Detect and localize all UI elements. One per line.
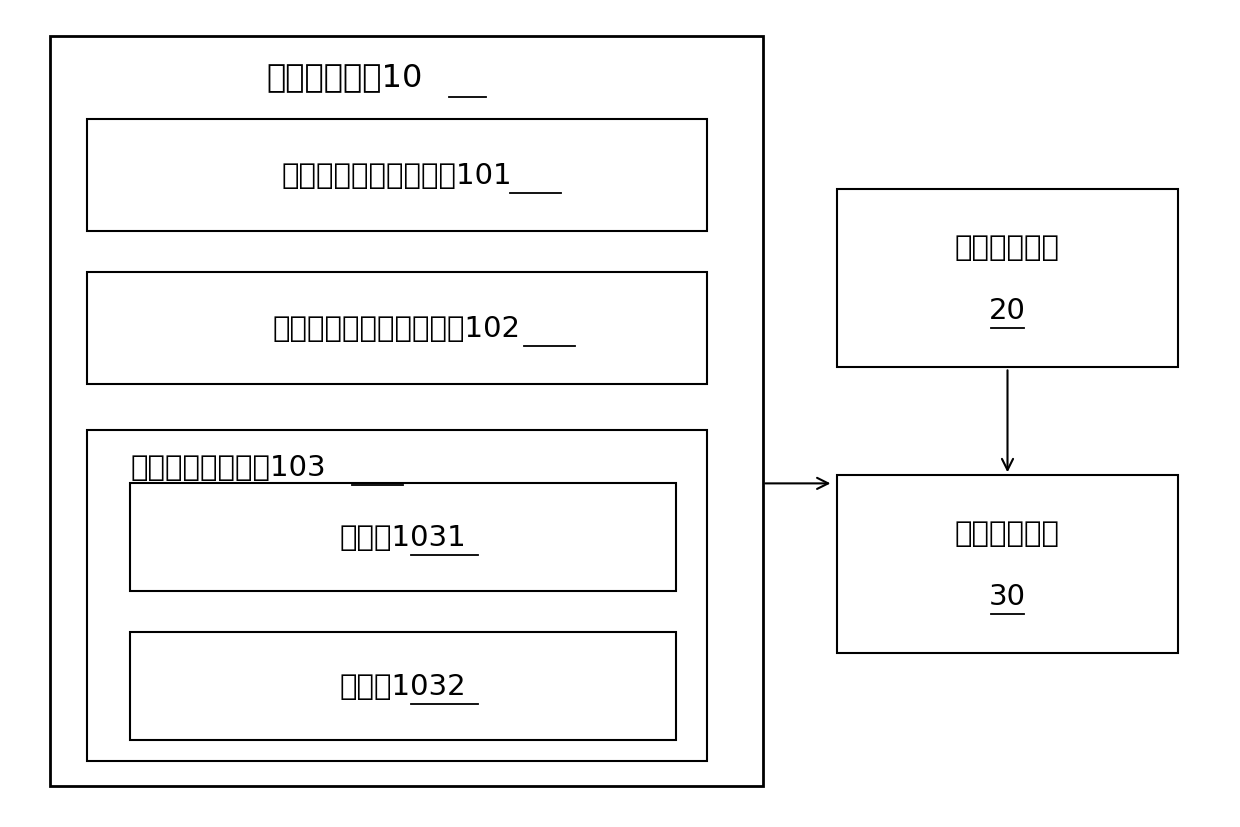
Text: 飞行位置和状态获取模块102: 飞行位置和状态获取模块102 <box>273 315 521 342</box>
Text: 30: 30 <box>990 582 1025 609</box>
Bar <box>87 273 707 385</box>
Bar <box>87 120 707 232</box>
Text: 加速计1032: 加速计1032 <box>340 672 466 700</box>
Text: 信息处理模块: 信息处理模块 <box>955 234 1060 261</box>
Bar <box>50 37 763 786</box>
Text: 观察位置信息获取模块101: 观察位置信息获取模块101 <box>281 162 512 189</box>
Text: 20: 20 <box>990 297 1025 324</box>
Text: 磁力计1031: 磁力计1031 <box>340 523 466 552</box>
Bar <box>130 633 676 740</box>
Text: 终端姿态测量模块103: 终端姿态测量模块103 <box>130 453 326 481</box>
Bar <box>130 484 676 591</box>
Text: 信息输出模块: 信息输出模块 <box>955 519 1060 547</box>
Text: 信息获取模块10: 信息获取模块10 <box>267 62 423 93</box>
Bar <box>837 190 1178 368</box>
Bar <box>837 476 1178 653</box>
Bar <box>87 430 707 761</box>
